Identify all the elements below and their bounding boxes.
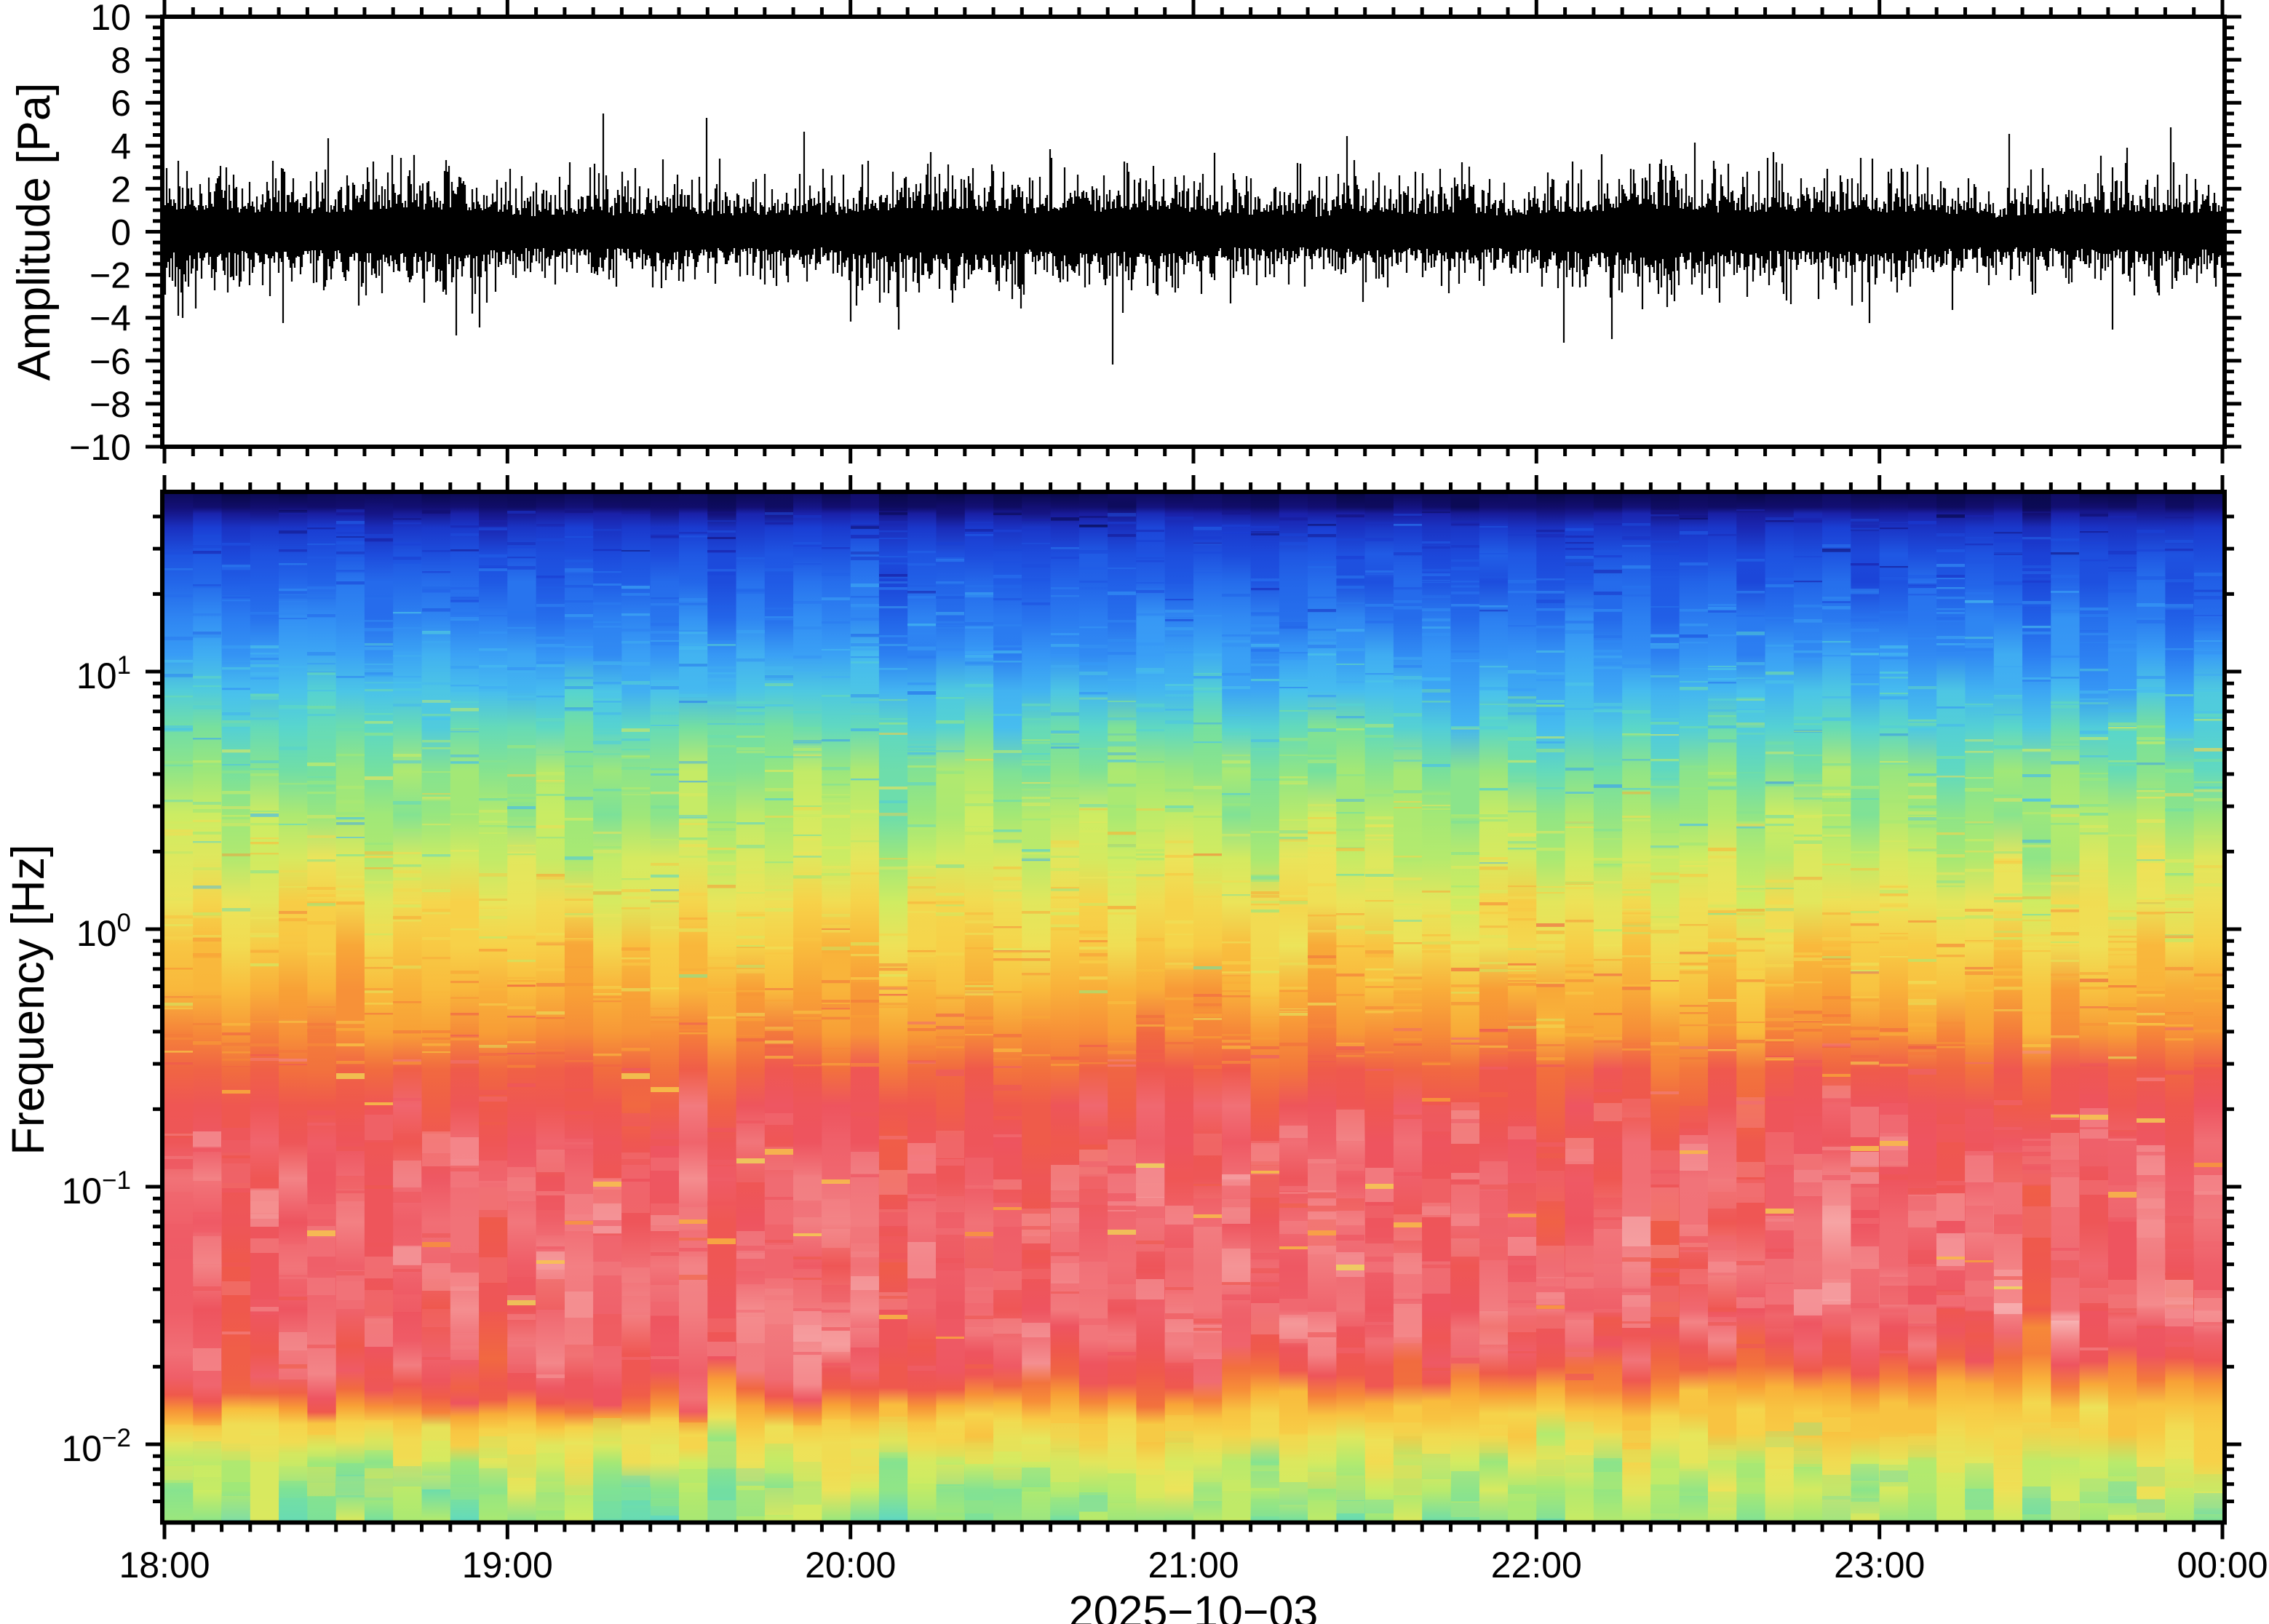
svg-text:2025−10−03: 2025−10−03 (1069, 1587, 1319, 1624)
svg-text:−10: −10 (69, 427, 131, 468)
svg-text:20:00: 20:00 (805, 1545, 896, 1585)
svg-text:0: 0 (111, 212, 131, 253)
svg-text:21:00: 21:00 (1148, 1545, 1239, 1585)
svg-text:18:00: 18:00 (119, 1545, 210, 1585)
svg-text:23:00: 23:00 (1834, 1545, 1925, 1585)
svg-text:10: 10 (90, 0, 131, 38)
svg-text:4: 4 (111, 126, 131, 167)
svg-text:Amplitude [Pa]: Amplitude [Pa] (9, 83, 60, 381)
svg-text:8: 8 (111, 40, 131, 81)
svg-text:−4: −4 (90, 298, 131, 339)
svg-text:Frequency [Hz]: Frequency [Hz] (3, 844, 54, 1155)
svg-text:6: 6 (111, 83, 131, 124)
svg-text:−2: −2 (90, 255, 131, 296)
svg-text:19:00: 19:00 (462, 1545, 553, 1585)
svg-text:22:00: 22:00 (1491, 1545, 1582, 1585)
svg-text:−6: −6 (90, 341, 131, 382)
svg-text:00:00: 00:00 (2177, 1545, 2268, 1585)
svg-text:2: 2 (111, 169, 131, 210)
svg-text:−8: −8 (90, 384, 131, 425)
